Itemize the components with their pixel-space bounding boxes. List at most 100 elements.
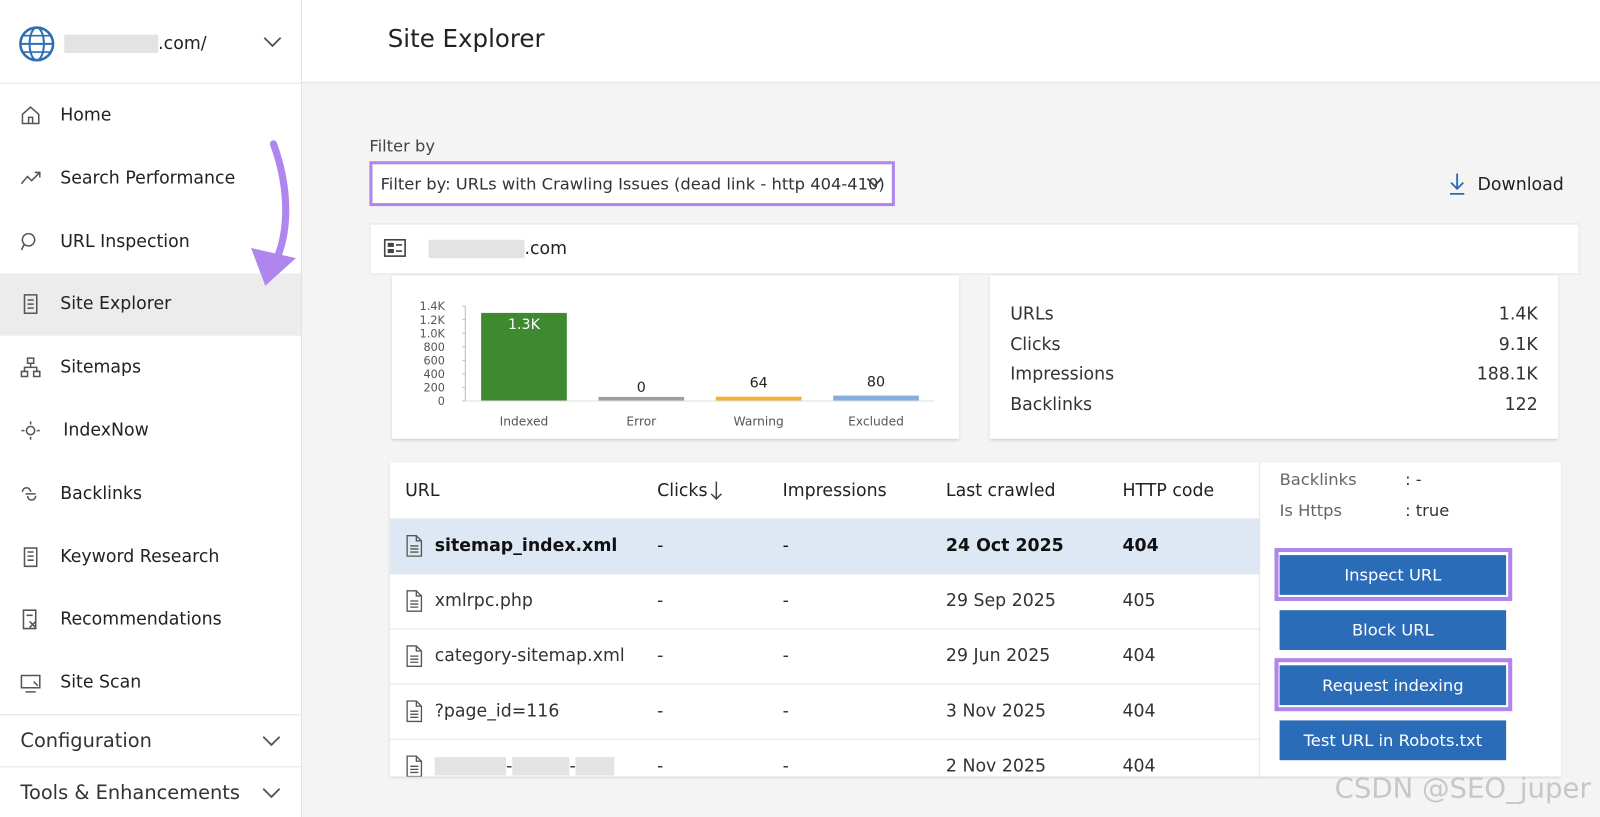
- x-tick-label: Excluded: [848, 415, 904, 429]
- value-label: 80: [867, 374, 885, 390]
- table-cell: 3 Nov 2025: [945, 701, 1046, 722]
- filter-value: Filter by: URLs with Crawling Issues (de…: [380, 173, 885, 194]
- sort-arrow: [710, 481, 722, 501]
- action-button[interactable]: Test URL in Robots.txt: [1279, 720, 1507, 761]
- url-separator: -: [569, 756, 576, 777]
- chevron-path: [262, 736, 281, 747]
- table-cell: 404: [1122, 535, 1159, 557]
- action-button[interactable]: Request indexing: [1279, 665, 1507, 706]
- download-icon: [1449, 173, 1465, 195]
- table-row[interactable]: [389, 683, 1260, 740]
- highlight-box: [1274, 658, 1513, 712]
- divider: [0, 766, 302, 768]
- nav-section[interactable]: Tools & Enhancements: [20, 781, 241, 805]
- table-cell: 404: [1122, 701, 1156, 722]
- table-cell: category-sitemap.xml: [434, 645, 625, 667]
- file-path: [406, 645, 423, 667]
- download-button[interactable]: Download: [1477, 174, 1564, 195]
- bar: [598, 396, 685, 402]
- annotation-arrow: [251, 140, 296, 286]
- header: [302, 0, 1600, 83]
- file-icon: [406, 700, 423, 723]
- column-header[interactable]: HTTP code: [1122, 480, 1215, 502]
- nav-icon: [22, 609, 37, 630]
- site-icon: [383, 238, 406, 257]
- table-cell: 2 Nov 2025: [945, 756, 1046, 777]
- nav-icon: [21, 486, 37, 501]
- icon-path: [20, 674, 41, 693]
- stat-value: 1.4K: [1498, 304, 1538, 325]
- nav-icon: [21, 106, 40, 125]
- nav-item[interactable]: Home: [60, 105, 112, 126]
- y-tick-label: 200: [423, 382, 444, 395]
- stat-label: URLs: [1010, 304, 1054, 325]
- column-header[interactable]: Impressions: [782, 480, 887, 502]
- stats-card: [989, 275, 1559, 439]
- stat-value: 188.1K: [1476, 364, 1538, 386]
- table-cell: 404: [1122, 756, 1156, 777]
- nav-item[interactable]: Search Performance: [60, 168, 236, 189]
- file-icon: [406, 645, 423, 667]
- column-header[interactable]: URL: [405, 480, 440, 502]
- nav-item[interactable]: Site Scan: [60, 672, 142, 694]
- nav-icon: [20, 171, 41, 184]
- table-cell: -: [657, 756, 664, 777]
- table-cell: 29 Jun 2025: [945, 645, 1051, 667]
- icon-path: [20, 357, 41, 378]
- y-tick-label: 1.2K: [420, 314, 446, 327]
- nav-item[interactable]: IndexNow: [63, 420, 149, 441]
- icon-path: [20, 232, 36, 250]
- icon-path: [22, 609, 37, 630]
- globe-icon: [19, 26, 55, 62]
- icon-path: [23, 546, 38, 567]
- nav-icon: [21, 421, 40, 440]
- nav-icon: [20, 674, 41, 693]
- url-separator: -: [506, 756, 513, 777]
- table-row[interactable]: [389, 573, 1260, 630]
- chevron[interactable]: [261, 787, 281, 799]
- table-row[interactable]: [389, 518, 1260, 575]
- stat-value: 122: [1504, 394, 1538, 416]
- filter-label: Filter by: [369, 136, 436, 156]
- sidebar: [0, 0, 303, 817]
- nav-section[interactable]: Configuration: [20, 729, 152, 753]
- file-path: [406, 535, 423, 557]
- nav-item[interactable]: Backlinks: [60, 483, 143, 504]
- x-tick-label: Indexed: [500, 415, 549, 429]
- table-row[interactable]: [389, 628, 1260, 685]
- column-header[interactable]: Clicks: [657, 480, 708, 502]
- nav-item[interactable]: Sitemaps: [60, 357, 142, 378]
- column-header[interactable]: Last crawled: [945, 480, 1056, 502]
- action-button[interactable]: Block URL: [1279, 610, 1507, 650]
- table-cell: 404: [1122, 645, 1156, 667]
- site-selector[interactable]: .com/: [64, 34, 207, 54]
- nav-active-bg: [0, 273, 302, 337]
- y-tick-label: 400: [423, 368, 444, 381]
- icon-path: [21, 421, 40, 440]
- nav-item[interactable]: Site Explorer: [60, 294, 172, 315]
- nav-item[interactable]: Recommendations: [60, 609, 222, 630]
- table-cell: sitemap_index.xml: [434, 535, 618, 557]
- nav-item[interactable]: Keyword Research: [60, 546, 220, 567]
- page-title: Site Explorer: [387, 24, 545, 54]
- y-tick-label: 1.4K: [420, 300, 446, 313]
- action-button[interactable]: Inspect URL: [1279, 555, 1507, 595]
- icon-path: [21, 106, 40, 125]
- y-tick-label: 1.0K: [420, 327, 446, 340]
- file-icon: [406, 535, 423, 557]
- chevron[interactable]: [262, 35, 282, 49]
- table-cell: xmlrpc.php: [434, 590, 533, 612]
- table-cell: -: [782, 701, 789, 722]
- nav-item[interactable]: URL Inspection: [60, 231, 190, 252]
- nav-icon: [23, 546, 38, 567]
- table-cell: -: [782, 645, 789, 667]
- y-tick-label: 600: [423, 354, 444, 367]
- filter-dropdown[interactable]: [369, 161, 895, 207]
- file-path: [406, 590, 423, 612]
- chevron[interactable]: [261, 735, 281, 747]
- chart: 02004006008001.0K1.2K1.4K1.3KIndexed0Err…: [420, 300, 935, 429]
- detail-label: Backlinks: [1279, 469, 1357, 490]
- table-cell: 405: [1122, 590, 1156, 612]
